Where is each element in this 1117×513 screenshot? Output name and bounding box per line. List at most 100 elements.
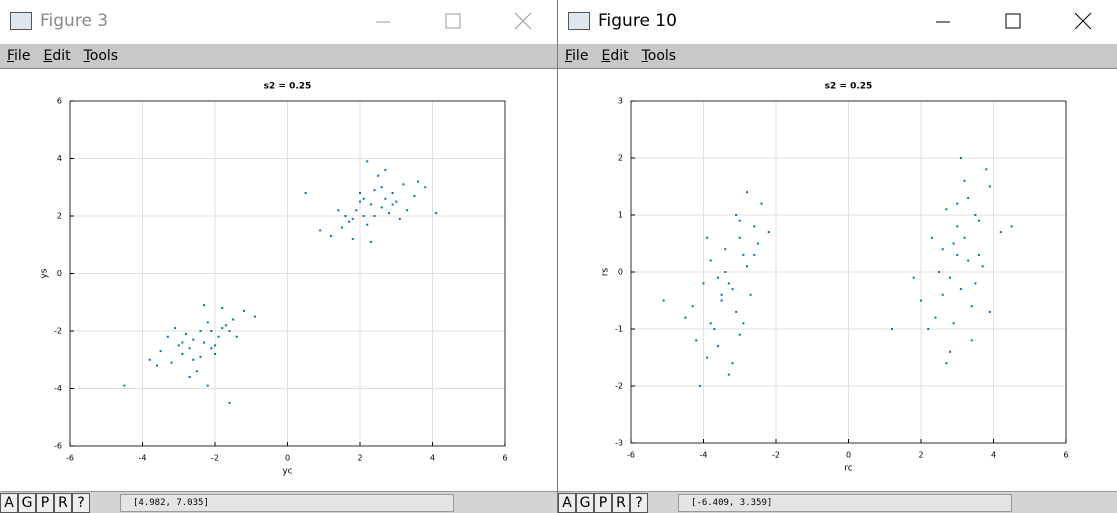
toolbar: A G P R? [-6.409, 3.359] bbox=[558, 491, 1117, 513]
tool-button[interactable]: G bbox=[18, 493, 36, 513]
status: [4.982, 7.035] bbox=[120, 494, 454, 512]
point bbox=[735, 310, 738, 313]
point bbox=[355, 209, 358, 212]
point bbox=[756, 242, 759, 245]
point bbox=[199, 330, 202, 332]
menu-item[interactable]: Tools bbox=[83, 48, 119, 64]
point bbox=[760, 202, 763, 205]
point bbox=[366, 223, 369, 226]
point bbox=[369, 203, 372, 206]
point bbox=[945, 208, 948, 211]
point bbox=[709, 322, 712, 325]
point bbox=[956, 253, 959, 256]
point bbox=[304, 192, 307, 194]
minimize[interactable] bbox=[368, 8, 398, 36]
y-tick-label: -4 bbox=[54, 384, 62, 393]
point bbox=[188, 376, 191, 378]
point bbox=[988, 310, 991, 313]
point bbox=[373, 189, 376, 192]
point bbox=[359, 200, 361, 203]
point bbox=[348, 220, 351, 223]
tool-button[interactable]: P bbox=[594, 493, 612, 513]
status: [-6.409, 3.359] bbox=[678, 494, 1012, 512]
point bbox=[963, 236, 966, 239]
minimize[interactable] bbox=[928, 8, 958, 36]
y-tick-label: -1 bbox=[615, 325, 623, 334]
close[interactable] bbox=[1068, 8, 1098, 36]
x-tick-label: -6 bbox=[66, 454, 74, 463]
point bbox=[181, 353, 184, 355]
point bbox=[706, 236, 709, 239]
close[interactable] bbox=[508, 8, 538, 36]
point bbox=[959, 288, 962, 291]
point bbox=[402, 183, 405, 186]
point bbox=[952, 322, 955, 325]
point bbox=[974, 282, 977, 285]
tool-button[interactable]: ? bbox=[72, 493, 90, 513]
point bbox=[978, 253, 980, 256]
point bbox=[406, 209, 409, 212]
menu-item[interactable]: File bbox=[565, 48, 589, 64]
x-tick-label: 2 bbox=[357, 454, 362, 463]
point bbox=[369, 240, 372, 243]
point bbox=[185, 332, 187, 335]
x-tick-label: -4 bbox=[139, 454, 147, 463]
y-axis-label: rs bbox=[601, 267, 611, 276]
point bbox=[391, 203, 394, 206]
point bbox=[717, 276, 719, 279]
point bbox=[181, 341, 184, 344]
point bbox=[738, 219, 741, 222]
tool-button[interactable]: R bbox=[612, 493, 630, 513]
chart-title: s2 = 0.25 bbox=[825, 82, 873, 92]
point bbox=[698, 385, 701, 387]
x-axis-label: yc bbox=[282, 467, 292, 477]
x-tick-label: 6 bbox=[1063, 451, 1068, 460]
x-tick-label: -2 bbox=[772, 451, 780, 460]
point bbox=[970, 339, 973, 342]
y-tick-label: 2 bbox=[57, 212, 62, 221]
point bbox=[746, 191, 748, 194]
point bbox=[210, 347, 213, 350]
point bbox=[999, 231, 1002, 234]
tool-button[interactable]: R bbox=[54, 493, 72, 513]
tool-button[interactable]: A bbox=[0, 493, 18, 513]
point bbox=[395, 200, 398, 203]
point bbox=[228, 401, 231, 404]
y-tick-label: 6 bbox=[57, 97, 62, 106]
point bbox=[148, 358, 151, 361]
point bbox=[684, 316, 687, 319]
point bbox=[177, 344, 180, 347]
window: Figure 3 File Edit Tools -6 -4 -2 0 2 4 6 -6 -4 -2 0… bbox=[0, 0, 558, 513]
menu-bar: File Edit Tools bbox=[558, 44, 1117, 69]
point bbox=[959, 157, 962, 159]
point bbox=[742, 253, 745, 256]
menu-item[interactable]: Edit bbox=[43, 48, 71, 64]
menu-item[interactable]: Tools bbox=[641, 48, 677, 64]
menu-item[interactable]: File bbox=[7, 48, 31, 64]
maximize[interactable] bbox=[998, 8, 1028, 36]
tool-button[interactable]: G bbox=[576, 493, 594, 513]
point bbox=[330, 235, 332, 238]
point bbox=[727, 282, 730, 285]
point bbox=[717, 345, 719, 348]
point bbox=[753, 225, 756, 228]
point bbox=[232, 318, 235, 321]
point bbox=[662, 299, 665, 302]
axes-box bbox=[630, 100, 1067, 444]
tool-button[interactable]: ? bbox=[630, 493, 648, 513]
menu-bar: File Edit Tools bbox=[0, 44, 557, 69]
point bbox=[384, 197, 387, 200]
point bbox=[351, 238, 354, 240]
point bbox=[388, 212, 390, 215]
menu-item[interactable]: Edit bbox=[601, 48, 629, 64]
point bbox=[963, 179, 966, 182]
point bbox=[1010, 225, 1013, 228]
point bbox=[956, 225, 959, 228]
point bbox=[967, 259, 970, 262]
maximize[interactable] bbox=[438, 8, 468, 36]
point bbox=[359, 192, 361, 194]
point bbox=[720, 293, 723, 296]
tool-button[interactable]: A bbox=[558, 493, 576, 513]
y-tick-label: 0 bbox=[618, 268, 623, 277]
tool-button[interactable]: P bbox=[36, 493, 54, 513]
